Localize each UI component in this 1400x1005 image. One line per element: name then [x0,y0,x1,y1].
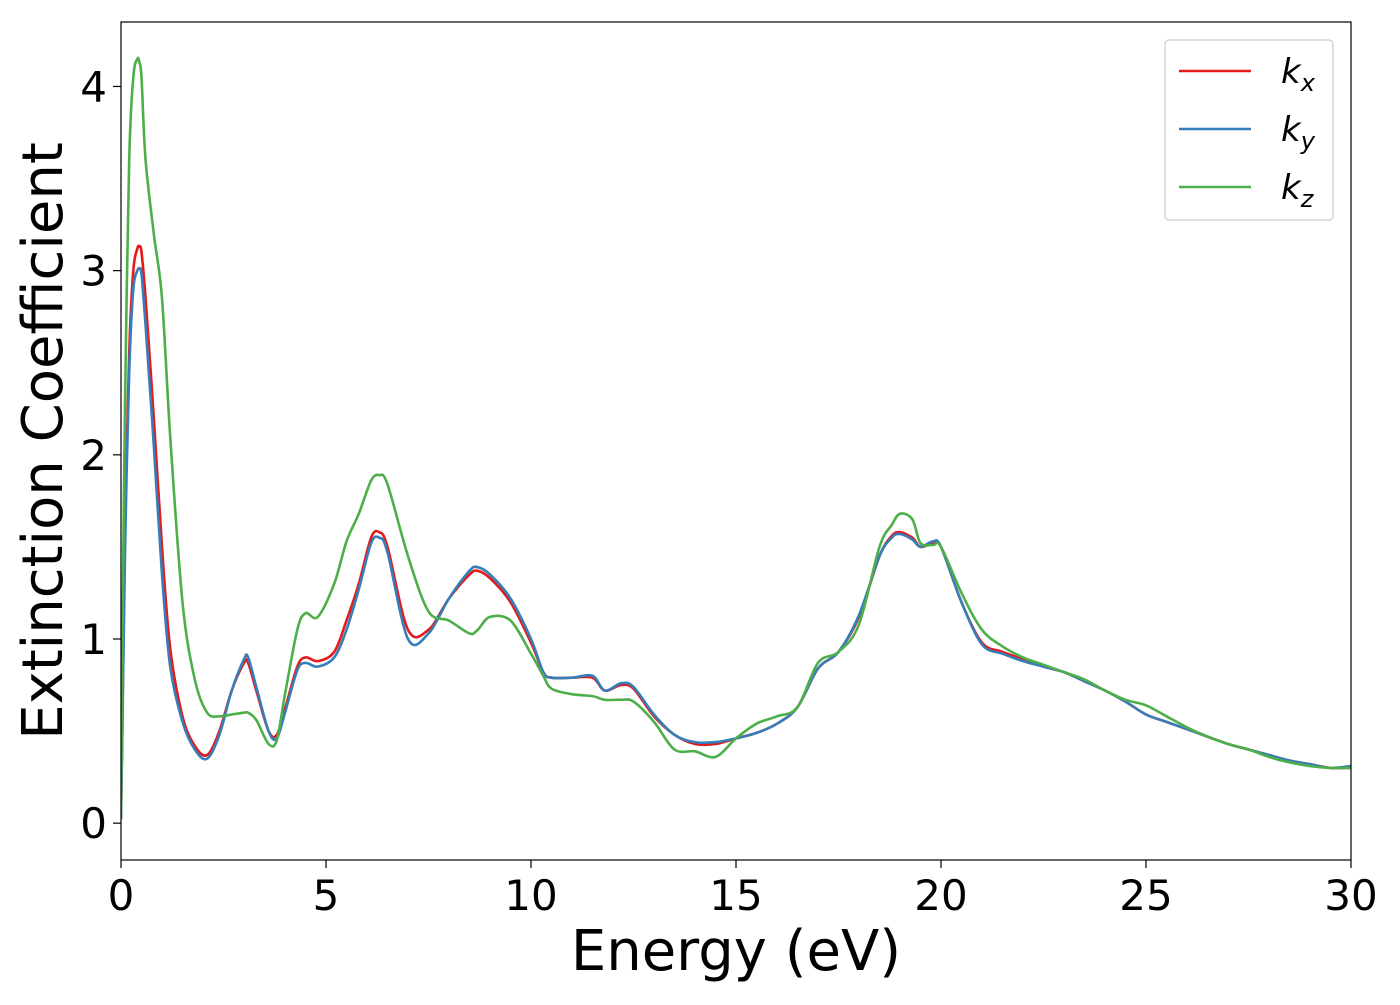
y-tick-label: 3 [80,247,107,296]
x-tick-label: 5 [313,871,340,920]
x-tick-label: 20 [914,871,967,920]
x-tick-label: 0 [108,871,135,920]
legend-label-z: kz [1281,168,1315,213]
x-tick-label: 10 [504,871,557,920]
series-layer [121,56,1351,820]
y-tick-label: 4 [80,62,107,111]
legend: kx ky kz [1164,39,1334,221]
y-tick-label: 0 [80,799,107,848]
x-tick-label: 15 [709,871,762,920]
plot-area [121,22,1351,860]
x-tick-label: 30 [1324,871,1377,920]
legend-label-x: kx [1281,52,1316,97]
y-axis: 0 1 2 3 4 [80,62,121,848]
x-axis-title: Energy (eV) [571,919,901,984]
x-axis: 0 5 10 15 20 25 30 [108,860,1378,920]
x-tick-label: 25 [1119,871,1172,920]
series-line-z [121,56,1351,820]
y-tick-label: 1 [80,615,107,664]
y-axis-title: Extinction Coefficient [11,142,76,740]
legend-label-y: ky [1281,110,1316,155]
y-tick-label: 2 [80,431,107,480]
